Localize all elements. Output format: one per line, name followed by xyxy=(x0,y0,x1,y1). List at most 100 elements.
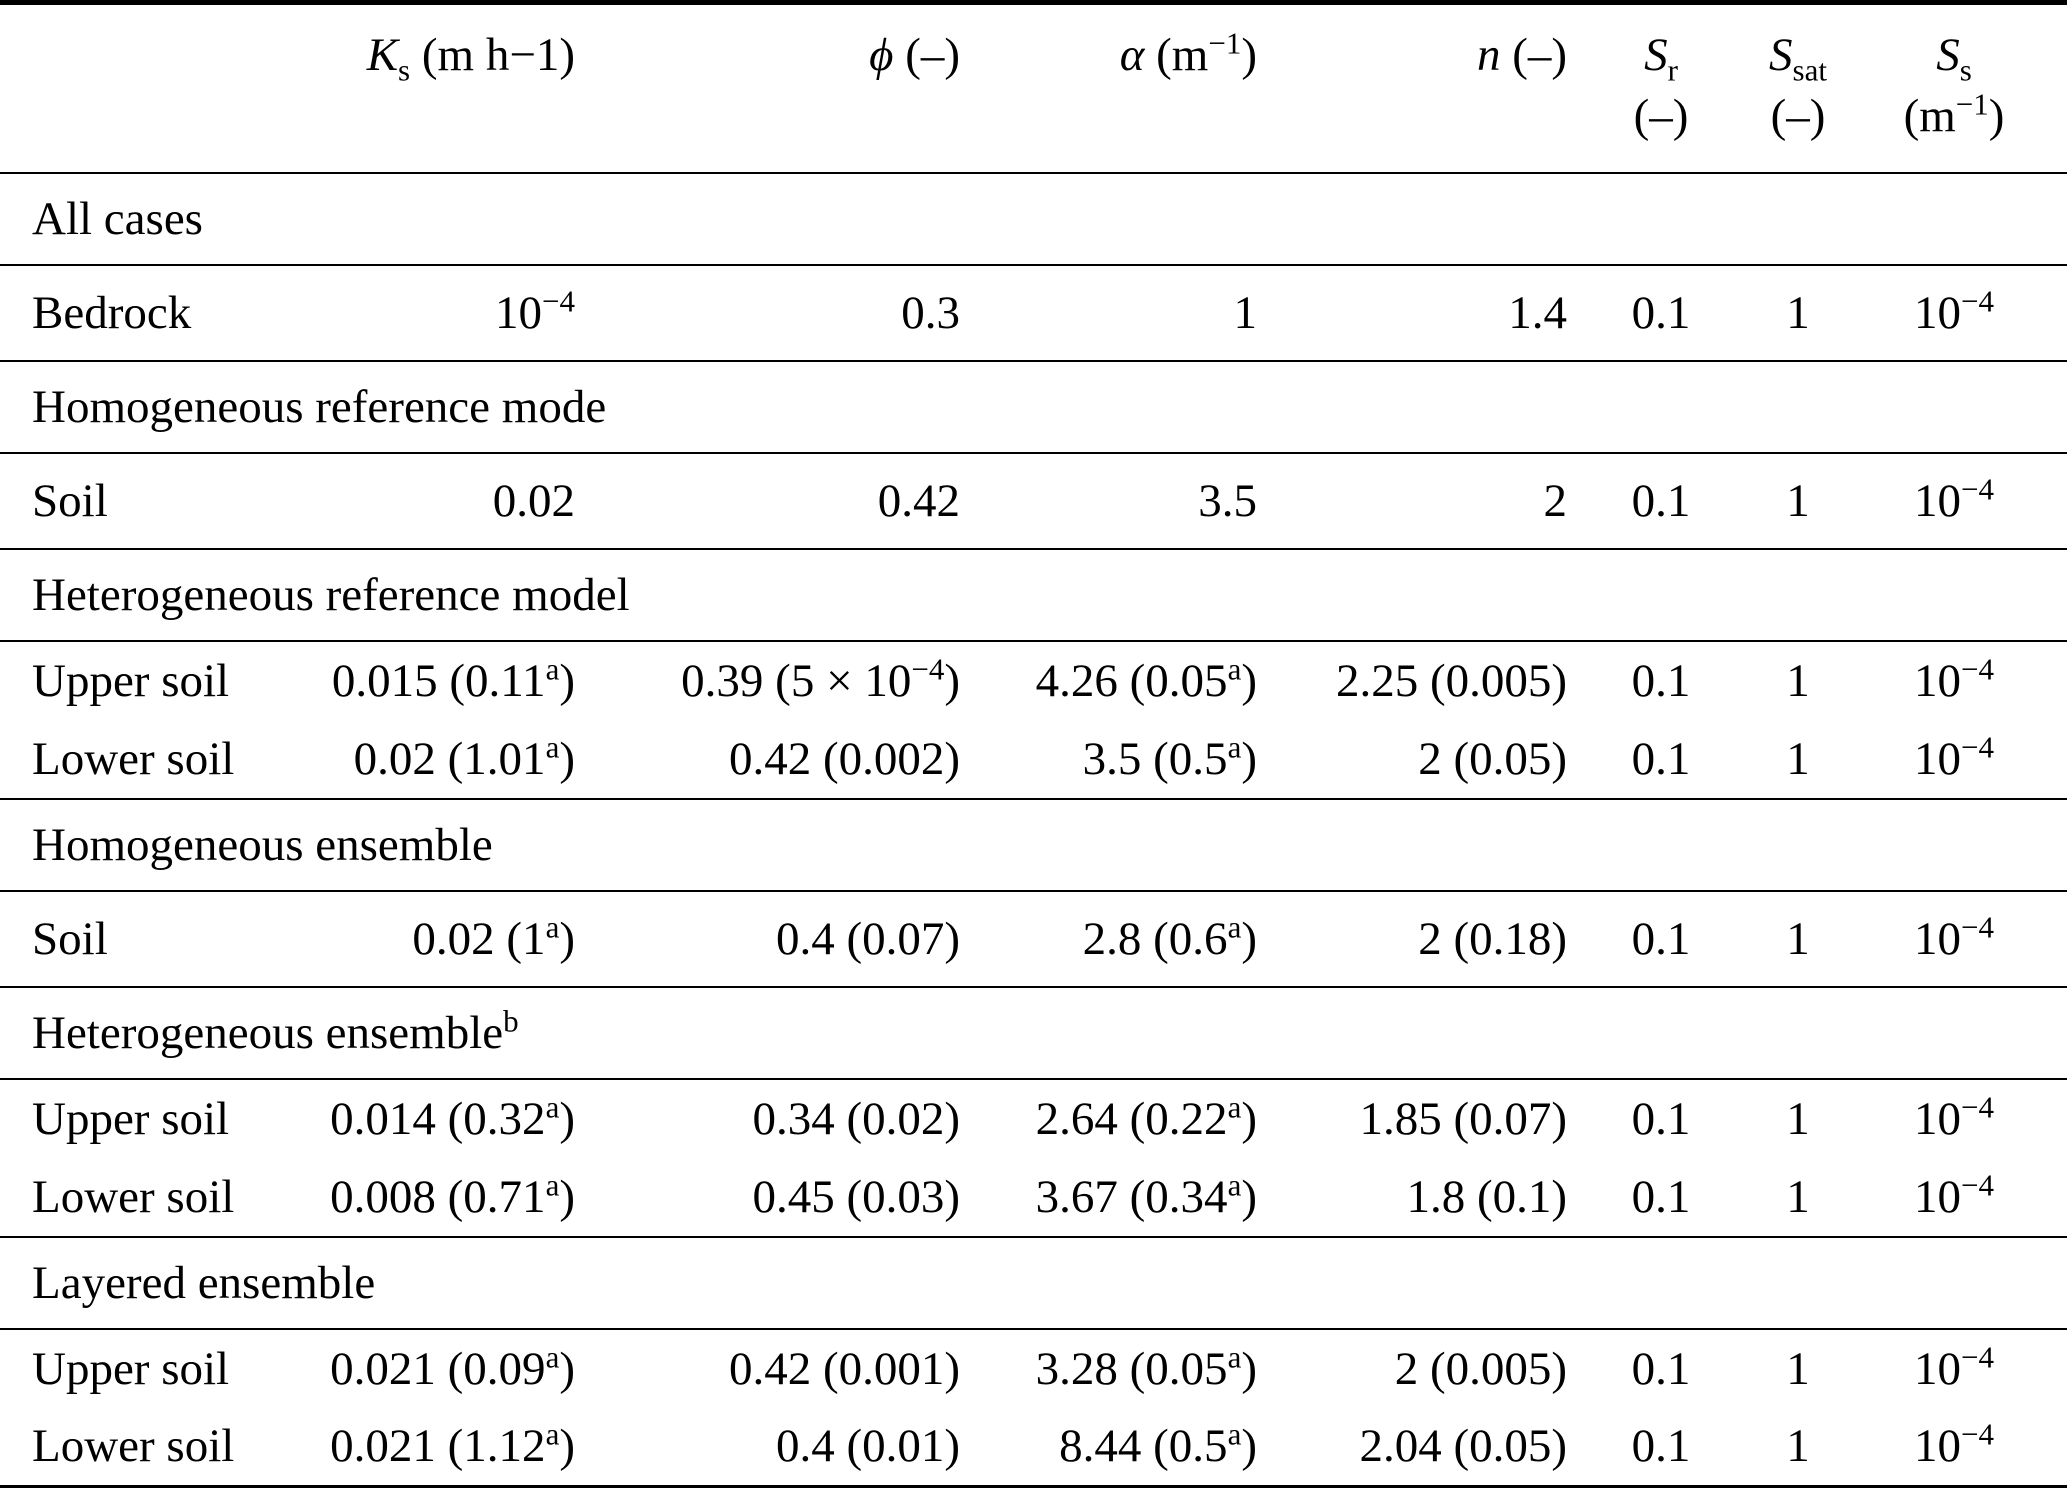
col-header-ssat-symbol: Ssat xyxy=(1769,29,1827,88)
cell-sr: 0.1 xyxy=(1631,654,1691,707)
col-header-ss: Ss (m−1) xyxy=(1841,3,2067,173)
cell-alpha: 3.67 (0.34a) xyxy=(1035,1166,1257,1223)
cell-phi: 0.42 (0.001) xyxy=(728,1342,960,1395)
col-header-phi: ϕ (–) xyxy=(869,29,960,81)
cell-phi: 0.3 xyxy=(901,286,960,339)
cell-alpha: 3.5 (0.5a) xyxy=(1082,728,1257,785)
cell-phi: 0.42 xyxy=(877,474,960,527)
table-row-upper-soil-heterogeneous-reference: Upper soil 0.015 (0.11a) 0.39 (5 × 10−4)… xyxy=(0,641,2067,720)
cell-ks: 0.008 (0.71a) xyxy=(330,1166,575,1223)
cell-ssat: 1 xyxy=(1786,1092,1810,1145)
cell-ssat: 1 xyxy=(1786,654,1810,707)
cell-n: 2 (0.18) xyxy=(1418,912,1567,965)
row-label: Lower soil xyxy=(32,1170,235,1223)
cell-n: 2.25 (0.005) xyxy=(1335,654,1567,707)
cell-phi: 0.4 (0.01) xyxy=(775,1420,960,1473)
cell-sr: 0.1 xyxy=(1631,912,1691,965)
section-title: Heterogeneous ensembleb xyxy=(32,1002,519,1059)
cell-ssat: 1 xyxy=(1786,474,1810,527)
cell-ssat: 1 xyxy=(1786,1420,1810,1473)
cell-ss: 10−4 xyxy=(1914,470,1994,527)
col-header-alpha: α (m−1) xyxy=(1119,25,1257,81)
col-header-ssat-unit: (–) xyxy=(1770,90,1826,143)
section-title: All cases xyxy=(32,192,203,245)
col-header-sr-symbol: Sr xyxy=(1644,29,1678,88)
row-label: Lower soil xyxy=(32,1420,235,1473)
cell-phi: 0.4 (0.07) xyxy=(775,912,960,965)
cell-sr: 0.1 xyxy=(1631,1342,1691,1395)
cell-alpha: 1 xyxy=(1233,286,1258,339)
col-header-ss-symbol: Ss xyxy=(1936,29,1972,88)
cell-n: 1.85 (0.07) xyxy=(1359,1092,1567,1145)
row-label: Upper soil xyxy=(32,1342,230,1395)
cell-alpha: 4.26 (0.05a) xyxy=(1035,650,1257,707)
cell-ks: 0.021 (1.12a) xyxy=(330,1416,575,1473)
section-header-row-layered-ensemble: Layered ensemble xyxy=(0,1237,2067,1329)
cell-sr: 0.1 xyxy=(1631,1170,1691,1223)
row-label: Upper soil xyxy=(32,1092,230,1145)
cell-n: 2 xyxy=(1543,474,1568,527)
row-label: Soil xyxy=(32,474,108,527)
header-row: Ks (m h−1) ϕ (–) α (m−1) n (–) Sr (–) Ss… xyxy=(0,3,2067,173)
cell-ks: 10−4 xyxy=(495,282,575,339)
cell-ss: 10−4 xyxy=(1914,1338,1994,1395)
cell-ss: 10−4 xyxy=(1914,1416,1994,1473)
cell-phi: 0.39 (5 × 10−4) xyxy=(681,650,960,707)
cell-ks: 0.021 (0.09a) xyxy=(330,1338,575,1395)
cell-alpha: 8.44 (0.5a) xyxy=(1059,1416,1257,1473)
cell-sr: 0.1 xyxy=(1631,732,1691,785)
section-header-row-homogeneous-reference: Homogeneous reference mode xyxy=(0,361,2067,453)
cell-ss: 10−4 xyxy=(1914,650,1994,707)
col-header-ss-unit: (m−1) xyxy=(1903,86,2005,143)
table-row-lower-soil-heterogeneous-reference: Lower soil 0.02 (1.01a) 0.42 (0.002) 3.5… xyxy=(0,720,2067,799)
cell-sr: 0.1 xyxy=(1631,1420,1691,1473)
cell-ss: 10−4 xyxy=(1914,908,1994,965)
cell-ssat: 1 xyxy=(1786,1342,1810,1395)
table-row-soil-homogeneous-ensemble: Soil 0.02 (1a) 0.4 (0.07) 2.8 (0.6a) 2 (… xyxy=(0,891,2067,987)
row-label: Upper soil xyxy=(32,654,230,707)
cell-phi: 0.42 (0.002) xyxy=(728,732,960,785)
cell-ss: 10−4 xyxy=(1914,1088,1994,1145)
col-header-empty xyxy=(0,3,280,173)
cell-n: 2 (0.005) xyxy=(1394,1342,1567,1395)
cell-ss: 10−4 xyxy=(1914,1166,1994,1223)
section-header-row-heterogeneous-ensemble: Heterogeneous ensembleb xyxy=(0,987,2067,1079)
table-row-lower-soil-layered-ensemble: Lower soil 0.021 (1.12a) 0.4 (0.01) 8.44… xyxy=(0,1408,2067,1487)
section-header-row-all-cases: All cases xyxy=(0,173,2067,265)
section-title: Heterogeneous reference model xyxy=(32,568,630,621)
cell-n: 1.8 (0.1) xyxy=(1406,1170,1567,1223)
cell-ssat: 1 xyxy=(1786,286,1810,339)
table-row-upper-soil-layered-ensemble: Upper soil 0.021 (0.09a) 0.42 (0.001) 3.… xyxy=(0,1329,2067,1408)
section-header-row-homogeneous-ensemble: Homogeneous ensemble xyxy=(0,799,2067,891)
table-row-bedrock: Bedrock 10−4 0.3 1 1.4 0.1 1 10−4 xyxy=(0,265,2067,361)
cell-ks: 0.015 (0.11a) xyxy=(331,650,575,707)
cell-sr: 0.1 xyxy=(1631,1092,1691,1145)
cell-ssat: 1 xyxy=(1786,732,1810,785)
table-row-lower-soil-heterogeneous-ensemble: Lower soil 0.008 (0.71a) 0.45 (0.03) 3.6… xyxy=(0,1158,2067,1237)
cell-alpha: 2.64 (0.22a) xyxy=(1035,1088,1257,1145)
section-title: Layered ensemble xyxy=(32,1256,376,1309)
col-header-ssat: Ssat (–) xyxy=(1755,3,1841,173)
cell-phi: 0.45 (0.03) xyxy=(752,1170,960,1223)
cell-alpha: 3.5 xyxy=(1198,474,1257,527)
section-title: Homogeneous ensemble xyxy=(32,818,493,871)
section-title: Homogeneous reference mode xyxy=(32,380,607,433)
cell-ks: 0.02 xyxy=(492,474,575,527)
col-header-sr: Sr (–) xyxy=(1567,3,1755,173)
cell-ks: 0.014 (0.32a) xyxy=(330,1088,575,1145)
cell-alpha: 3.28 (0.05a) xyxy=(1035,1338,1257,1395)
cell-ss: 10−4 xyxy=(1914,282,1994,339)
section-header-row-heterogeneous-reference: Heterogeneous reference model xyxy=(0,549,2067,641)
cell-ks: 0.02 (1a) xyxy=(412,908,575,965)
cell-n: 2.04 (0.05) xyxy=(1359,1420,1567,1473)
table-row-soil-homogeneous-reference: Soil 0.02 0.42 3.5 2 0.1 1 10−4 xyxy=(0,453,2067,549)
cell-ssat: 1 xyxy=(1786,912,1810,965)
cell-ssat: 1 xyxy=(1786,1170,1810,1223)
row-label: Lower soil xyxy=(32,732,235,785)
cell-alpha: 2.8 (0.6a) xyxy=(1082,908,1257,965)
row-label: Bedrock xyxy=(32,286,192,339)
cell-phi: 0.34 (0.02) xyxy=(752,1092,960,1145)
cell-ss: 10−4 xyxy=(1914,728,1994,785)
table-row-upper-soil-heterogeneous-ensemble: Upper soil 0.014 (0.32a) 0.34 (0.02) 2.6… xyxy=(0,1079,2067,1158)
